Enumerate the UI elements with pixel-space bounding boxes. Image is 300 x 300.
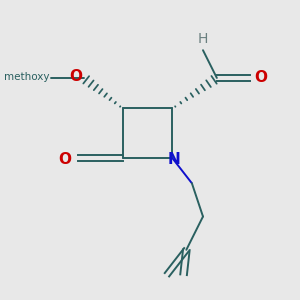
Text: methoxy: methoxy [4, 71, 49, 82]
Text: H: H [198, 32, 208, 46]
Text: N: N [167, 152, 180, 167]
Text: O: O [58, 152, 71, 167]
Text: O: O [69, 69, 82, 84]
Text: O: O [254, 70, 267, 86]
